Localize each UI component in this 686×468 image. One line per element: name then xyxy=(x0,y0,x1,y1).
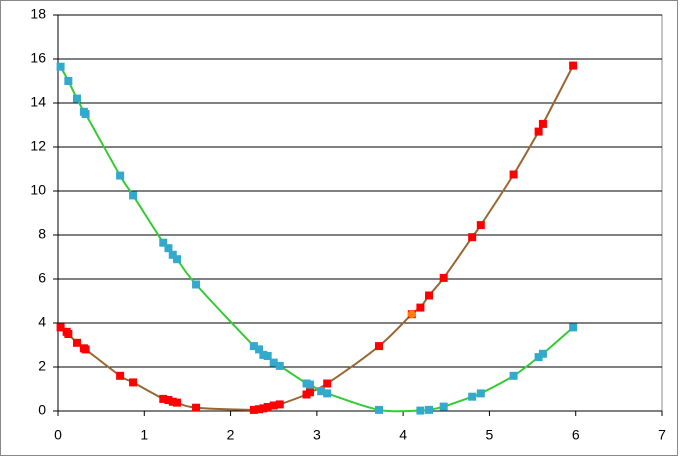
data-point xyxy=(534,353,543,362)
data-point xyxy=(468,392,477,401)
x-tick-label: 5 xyxy=(486,427,494,443)
data-point xyxy=(374,342,383,351)
data-point xyxy=(192,403,201,412)
data-point xyxy=(129,378,138,387)
data-point xyxy=(255,405,264,414)
data-point xyxy=(64,77,73,85)
data-point xyxy=(269,358,278,367)
data-point xyxy=(275,400,284,409)
data-point xyxy=(129,191,138,200)
data-point xyxy=(263,403,272,412)
data-point xyxy=(159,394,168,403)
data-point xyxy=(476,221,485,230)
data-point xyxy=(164,244,173,253)
data-point xyxy=(425,291,434,300)
data-point xyxy=(509,170,518,179)
data-point xyxy=(259,404,268,413)
data-point xyxy=(263,352,272,360)
x-tick-label: 2 xyxy=(227,427,235,443)
data-point xyxy=(569,323,578,332)
data-point xyxy=(72,338,81,347)
plot-area xyxy=(57,14,663,412)
data-point xyxy=(64,330,73,338)
y-tick-label: 14 xyxy=(30,94,46,110)
data-point xyxy=(468,233,477,242)
data-point xyxy=(81,345,90,354)
y-tick-label: 16 xyxy=(30,50,46,66)
data-point xyxy=(259,350,268,359)
data-point xyxy=(374,405,383,414)
data-point xyxy=(255,345,264,354)
data-point xyxy=(72,94,81,103)
y-tick-label: 10 xyxy=(30,182,46,198)
data-point xyxy=(407,310,416,319)
data-point xyxy=(323,379,332,388)
data-point xyxy=(425,405,434,414)
x-tick-label: 4 xyxy=(399,427,407,443)
data-point xyxy=(81,110,90,118)
data-point xyxy=(538,349,547,358)
data-point xyxy=(168,397,177,406)
data-point xyxy=(275,361,284,370)
y-tick-label: 12 xyxy=(30,138,46,154)
data-point xyxy=(116,371,125,380)
data-point xyxy=(164,396,173,404)
x-tick-label: 7 xyxy=(658,427,666,443)
data-point xyxy=(317,387,326,396)
data-point xyxy=(323,389,332,398)
y-tick-label: 0 xyxy=(38,402,46,418)
data-point xyxy=(192,280,201,289)
data-point xyxy=(249,342,258,351)
y-tick-label: 8 xyxy=(38,226,46,242)
y-tick-label: 2 xyxy=(38,358,46,374)
y-tick-label: 4 xyxy=(38,314,46,330)
data-point xyxy=(173,255,182,264)
data-point xyxy=(269,401,278,410)
x-tick-label: 6 xyxy=(572,427,580,443)
data-point xyxy=(116,171,125,180)
data-point xyxy=(159,238,168,247)
data-point xyxy=(538,119,547,128)
data-point xyxy=(416,303,425,312)
data-point xyxy=(534,127,543,136)
data-point xyxy=(249,405,258,414)
data-point xyxy=(439,402,448,411)
y-tick-label: 18 xyxy=(30,6,46,22)
x-tick-label: 0 xyxy=(54,427,62,443)
y-tick-label: 6 xyxy=(38,270,46,286)
data-point xyxy=(168,250,177,259)
x-tick-label: 3 xyxy=(313,427,321,443)
data-point xyxy=(569,61,578,70)
data-point xyxy=(416,406,425,415)
data-point xyxy=(56,62,65,71)
data-point xyxy=(439,273,448,282)
data-point xyxy=(476,389,485,398)
x-tick-label: 1 xyxy=(140,427,148,443)
data-point xyxy=(509,371,518,380)
data-point xyxy=(173,398,182,407)
data-point xyxy=(305,388,314,397)
data-point xyxy=(56,323,65,332)
data-point xyxy=(305,380,314,389)
